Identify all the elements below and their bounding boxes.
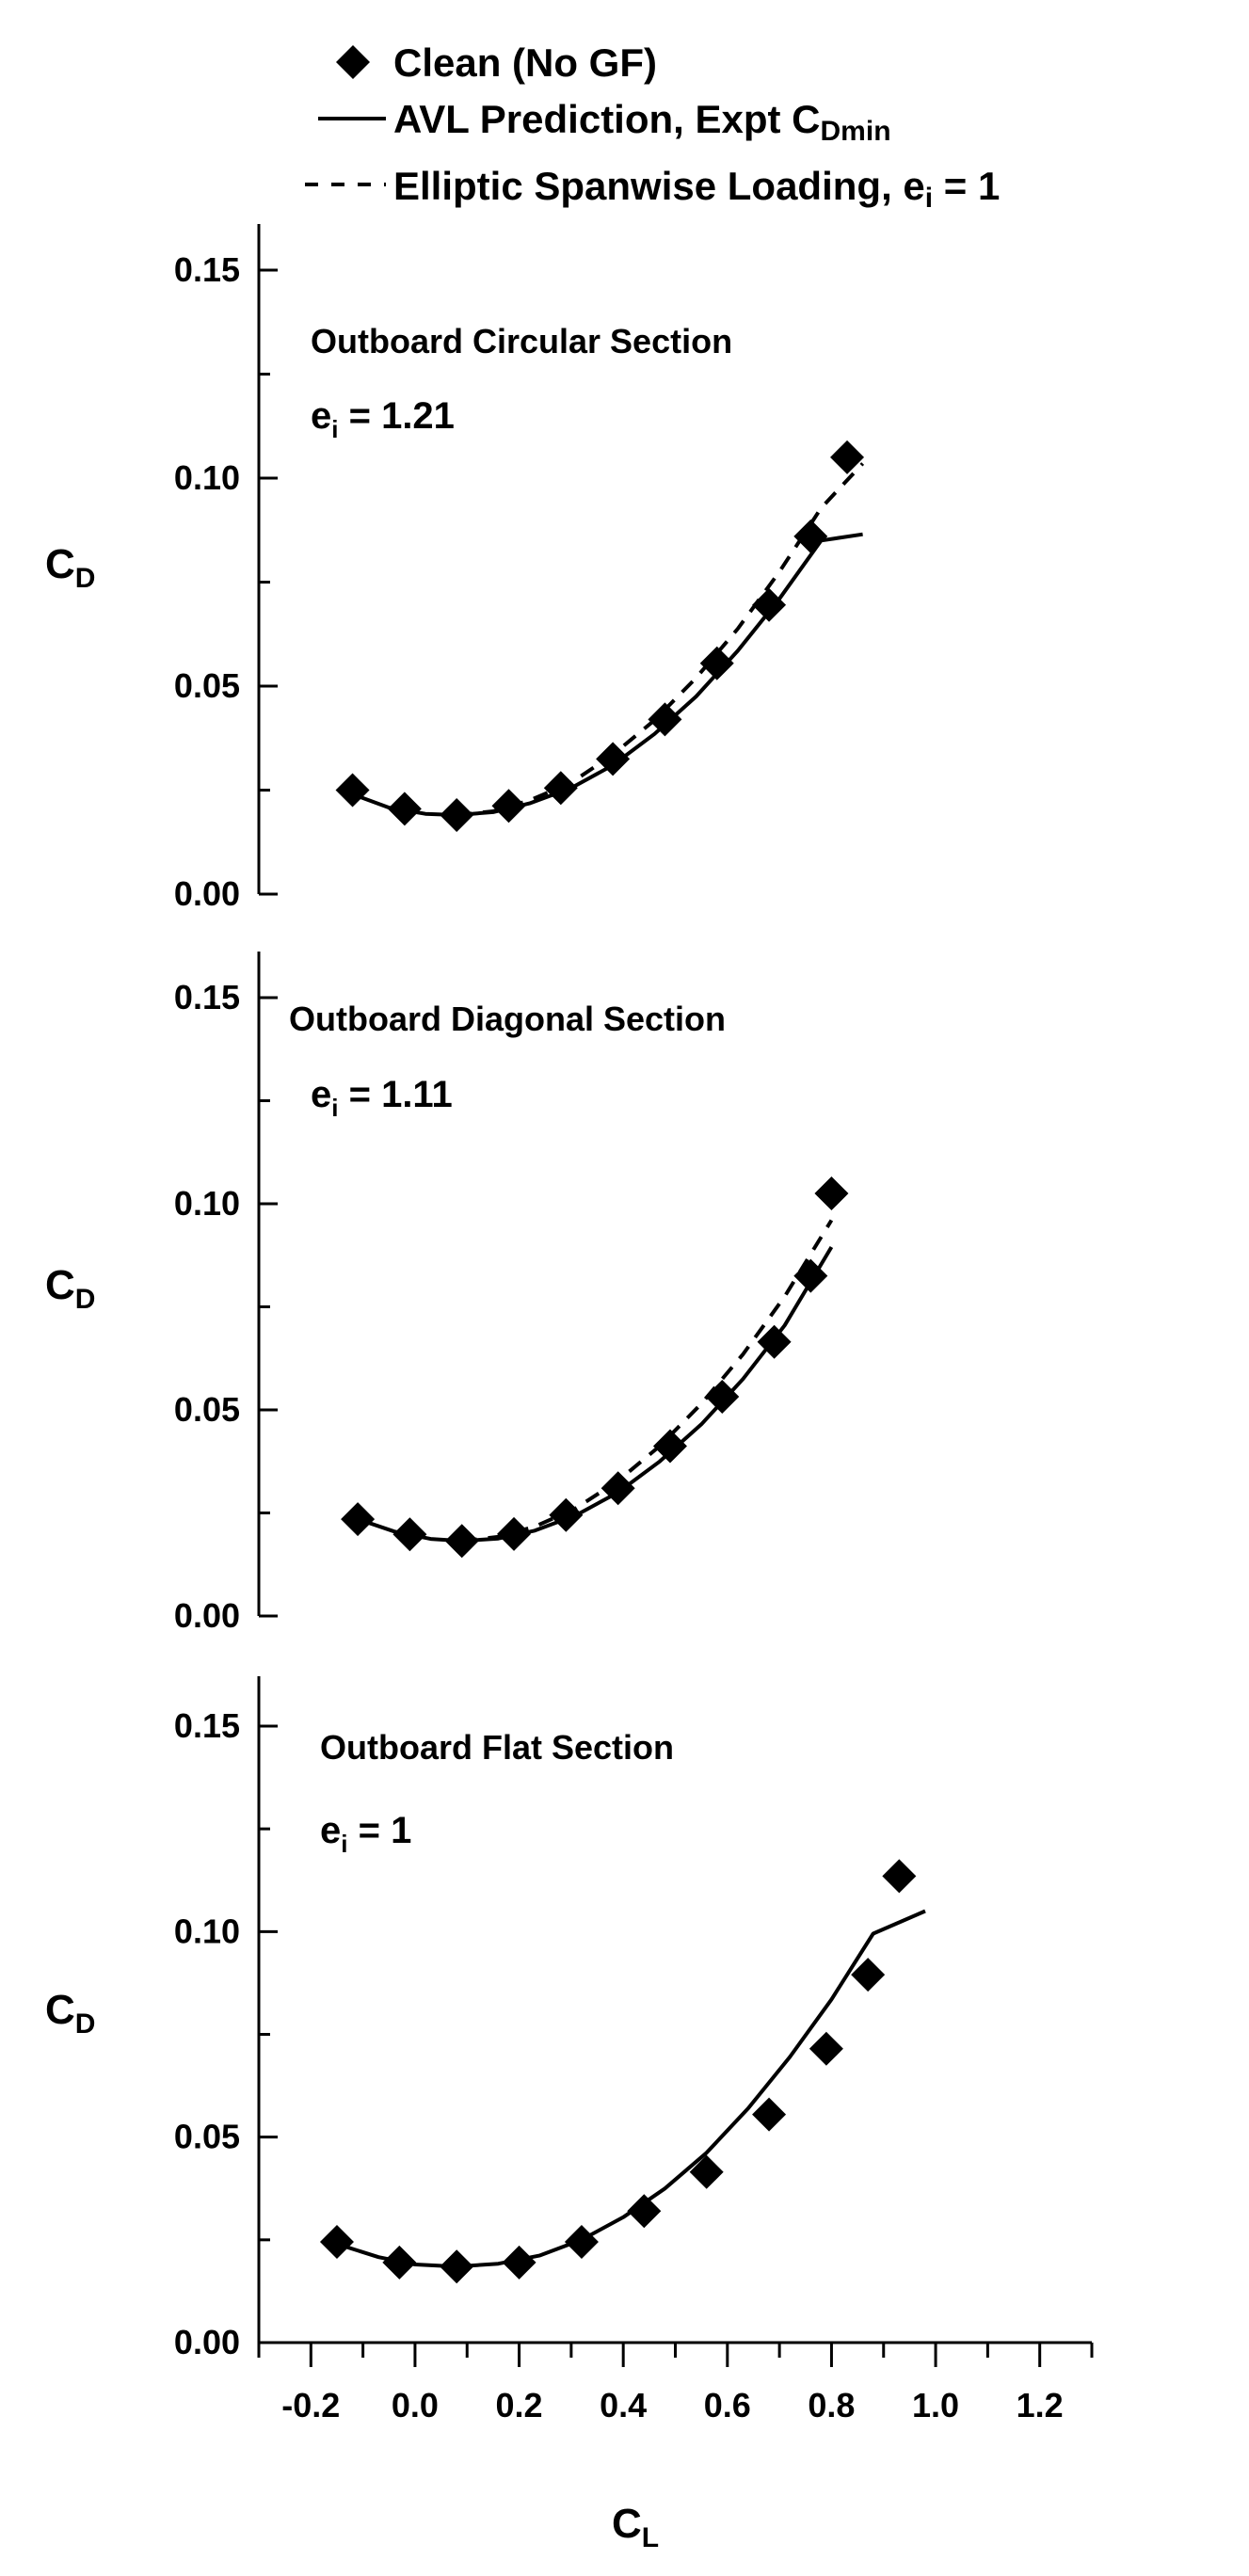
data-point-diamond (814, 1176, 849, 1211)
data-point-diamond (809, 2031, 843, 2066)
panel-diagonal: 0.15 0.10 0.05 0.00 CD Outboard Diagonal Se… (45, 952, 849, 1635)
legend: Clean (No GF) AVL Prediction, Expt CDmin… (305, 40, 1000, 214)
y-ticks: 0.15 0.10 0.05 0.00 (174, 250, 278, 913)
x-axis-label-sub: L (642, 2522, 659, 2553)
y-axis-label-main: C (45, 541, 75, 587)
data-point-diamond (335, 773, 370, 808)
legend-label-avl-sub: Dmin (821, 116, 891, 147)
legend-label-elliptic-tail: = 1 (933, 164, 1000, 208)
legend-entry-avl: AVL Prediction, Expt CDmin (318, 97, 891, 147)
legend-entry-clean: Clean (No GF) (336, 40, 657, 85)
x-tick-label: 0.6 (704, 2386, 751, 2424)
y-axis-label-sub: D (75, 2008, 96, 2040)
y-axis-label: CD (45, 541, 95, 594)
x-tick-label: 1.0 (912, 2386, 959, 2424)
x-tick-label: 0.4 (600, 2386, 647, 2424)
y-tick-label: 0.10 (174, 1184, 240, 1223)
y-axis-label-main: C (45, 1987, 75, 2033)
y-tick-label: 0.15 (174, 1706, 240, 1745)
x-axis-label: CL (612, 2501, 659, 2553)
ei-label: ei = 1.11 (311, 1074, 453, 1122)
elliptic-loading-line (456, 462, 865, 817)
y-ticks: 0.15 0.10 0.05 0.00 (174, 1706, 278, 2361)
y-tick-label: 0.00 (174, 874, 240, 913)
ei-label-sub: i (341, 1830, 347, 1858)
panel-title: Outboard Circular Section (311, 322, 732, 360)
ei-label-tail: = 1 (347, 1810, 411, 1851)
y-tick-label: 0.15 (174, 250, 240, 289)
panel-flat: 0.15 0.10 0.05 0.00 -0.2 0.0 0.2 0.4 0.6 0.8 1.0 1… (45, 1676, 1094, 2553)
y-tick-label: 0.00 (174, 2323, 240, 2361)
ei-label-main: e (311, 1074, 331, 1115)
series-group (335, 440, 865, 833)
y-ticks: 0.15 0.10 0.05 0.00 (174, 978, 278, 1635)
ei-label-main: e (311, 395, 331, 437)
panel-title: Outboard Flat Section (320, 1728, 674, 1767)
ei-label-main: e (320, 1810, 341, 1851)
y-tick-label: 0.00 (174, 1596, 240, 1635)
data-point-diamond (596, 742, 631, 776)
avl-prediction-line (336, 1909, 926, 2269)
y-tick-label: 0.10 (174, 1912, 240, 1950)
series-group (341, 1176, 849, 1559)
data-point-diamond (851, 1958, 886, 1992)
data-point-diamond (502, 2245, 536, 2280)
data-point-diamond (564, 2225, 599, 2260)
x-tick-label: 1.2 (1017, 2386, 1064, 2424)
ei-label-sub: i (331, 415, 338, 443)
y-tick-label: 0.05 (174, 2118, 240, 2156)
data-point-diamond (648, 702, 682, 737)
y-axis-label: CD (45, 1987, 95, 2040)
x-tick-label: 0.0 (392, 2386, 439, 2424)
ei-label-tail: = 1.11 (338, 1074, 452, 1115)
x-tick-label: 0.2 (496, 2386, 543, 2424)
legend-label-elliptic: Elliptic Spanwise Loading, ei = 1 (393, 164, 1000, 214)
legend-label-elliptic-main: Elliptic Spanwise Loading, e (393, 164, 925, 208)
legend-label-elliptic-sub: i (925, 183, 933, 214)
legend-entry-elliptic: Elliptic Spanwise Loading, ei = 1 (305, 164, 1000, 214)
y-axis-label-sub: D (75, 1284, 96, 1315)
data-point-diamond (319, 2225, 354, 2260)
legend-label-clean: Clean (No GF) (393, 40, 657, 85)
data-point-diamond (705, 1379, 740, 1414)
x-axis-label-main: C (612, 2501, 642, 2547)
avl-prediction-line (351, 532, 863, 817)
y-tick-label: 0.05 (174, 1390, 240, 1429)
y-axis-label-sub: D (75, 563, 96, 594)
data-point-diamond (341, 1502, 376, 1537)
y-tick-label: 0.15 (174, 978, 240, 1016)
data-point-diamond (652, 1429, 687, 1464)
ei-label: ei = 1 (320, 1810, 411, 1858)
data-point-diamond (627, 2194, 662, 2229)
ei-label: ei = 1.21 (311, 395, 455, 443)
data-point-diamond (752, 587, 787, 622)
data-point-diamond (830, 440, 865, 474)
legend-label-avl-main: AVL Prediction, Expt C (393, 97, 821, 141)
avl-prediction-line (357, 1245, 834, 1544)
x-tick-label: -0.2 (281, 2386, 340, 2424)
y-tick-label: 0.10 (174, 458, 240, 497)
y-tick-label: 0.05 (174, 666, 240, 705)
panel-title: Outboard Diagonal Section (289, 1000, 726, 1038)
data-point-diamond (699, 646, 734, 680)
ei-label-sub: i (331, 1094, 338, 1122)
elliptic-loading-line (461, 1219, 834, 1544)
data-point-diamond (882, 1859, 917, 1894)
series-group (319, 1859, 926, 2284)
legend-label-avl: AVL Prediction, Expt CDmin (393, 97, 891, 147)
panel-circular: 0.15 0.10 0.05 0.00 CD Outboard Circular Se… (45, 224, 865, 913)
data-point-diamond (689, 2154, 724, 2189)
legend-diamond-marker (336, 45, 370, 79)
ei-label-tail: = 1.21 (338, 395, 454, 437)
y-axis-label-main: C (45, 1262, 75, 1308)
x-tick-label: 0.8 (808, 2386, 855, 2424)
data-point-diamond (752, 2097, 787, 2132)
x-ticks: -0.2 0.0 0.2 0.4 0.6 0.8 1.0 1.2 (257, 2343, 1094, 2424)
y-axis-label: CD (45, 1262, 95, 1315)
